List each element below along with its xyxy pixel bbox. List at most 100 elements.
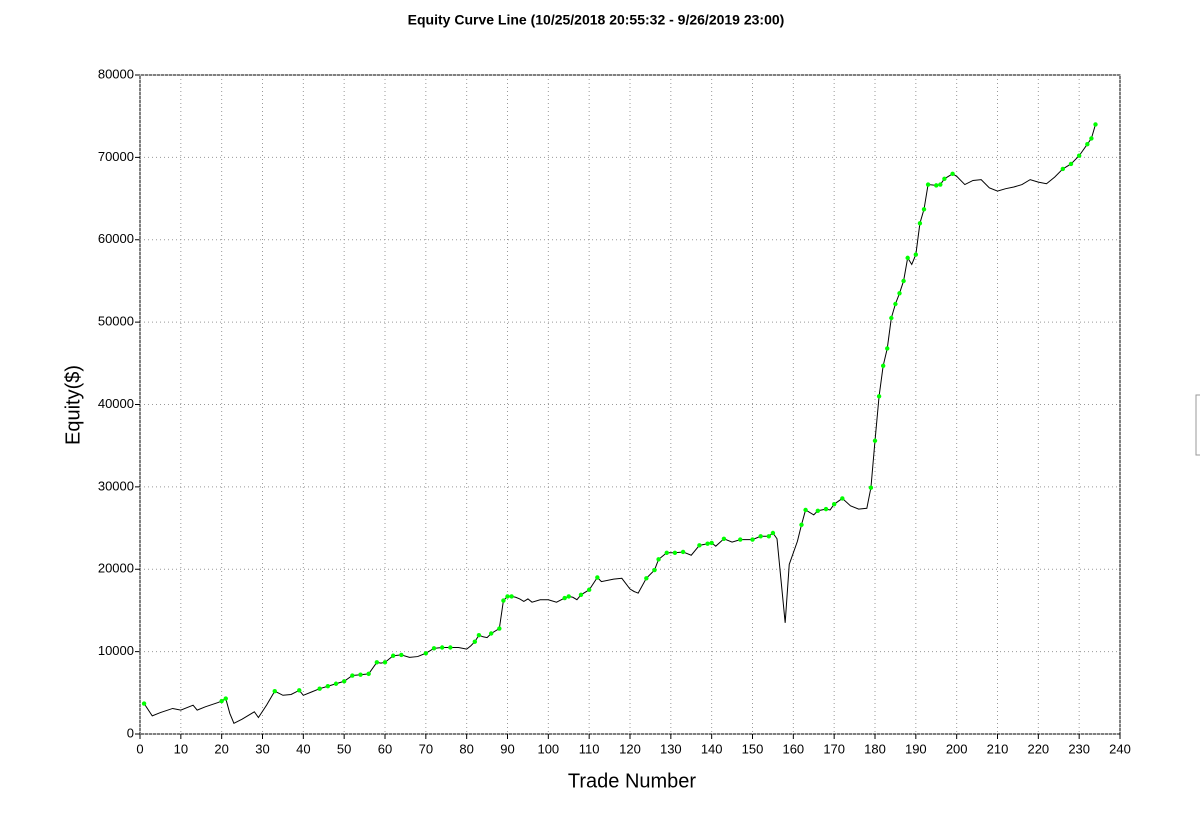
x-tick-label: 150 [742,741,764,756]
high-marker [799,522,804,527]
high-marker [652,567,657,573]
x-tick-label: 130 [660,741,682,756]
high-marker [472,639,478,644]
y-tick-label: 0 [127,725,134,740]
high-marker [223,696,228,701]
high-marker [880,363,886,368]
high-marker [770,530,776,536]
y-axis-label: Equity($) [62,365,84,445]
high-marker [219,698,224,704]
high-marker [341,679,347,684]
chart-title: Equity Curve Line (10/25/2018 20:55:32 -… [408,12,785,28]
high-marker [390,653,396,658]
high-marker [358,672,363,677]
high-marker [382,660,388,665]
y-tick-label: 10000 [98,643,134,658]
high-marker [921,207,927,212]
high-marker [672,550,678,555]
x-tick-label: 70 [419,741,433,756]
high-marker [1076,153,1082,158]
x-tick-label: 200 [946,741,968,756]
x-tick-label: 220 [1027,741,1049,756]
high-marker [905,255,910,261]
high-marker [831,501,837,507]
x-tick-label: 20 [214,741,228,756]
high-marker [913,252,919,257]
high-marker [705,541,710,546]
high-marker [876,394,882,399]
high-marker [317,686,322,691]
y-tick-label: 20000 [98,561,134,576]
y-tick-label: 60000 [98,231,134,246]
x-tick-label: 10 [174,741,188,756]
high-marker [738,537,743,542]
high-marker [889,315,894,321]
high-marker [366,671,371,677]
high-marker [448,645,453,650]
y-tick-label: 40000 [98,396,134,411]
high-marker [901,278,906,284]
high-marker [664,550,669,555]
high-marker [917,221,923,226]
high-marker [423,651,429,656]
high-marker [721,536,727,541]
high-marker [697,543,702,548]
high-marker [566,594,571,599]
y-tick-label: 70000 [98,149,134,164]
x-axis-label: Trade Number [568,770,697,792]
high-marker [934,183,939,188]
y-tick-label: 80000 [98,66,134,81]
high-marker [586,587,592,593]
x-tick-label: 40 [296,741,310,756]
high-marker [656,557,661,562]
high-marker [488,631,494,636]
high-marker [297,688,302,693]
high-marker [893,301,898,307]
high-marker [815,508,821,513]
high-marker [497,626,502,631]
x-tick-label: 140 [701,741,723,756]
high-marker [1085,141,1090,147]
x-tick-label: 50 [337,741,351,756]
high-marker [595,575,600,580]
high-marker [431,646,437,651]
x-tick-label: 210 [987,741,1009,756]
x-tick-label: 30 [255,741,269,756]
high-marker [942,176,947,181]
high-marker [1089,136,1094,141]
high-marker [350,673,355,678]
x-tick-label: 180 [864,741,886,756]
high-marker [950,171,955,177]
edge-handle [1195,394,1200,456]
high-marker [501,598,506,603]
x-tick-label: 60 [378,741,392,756]
high-marker [333,681,339,686]
high-marker [925,182,931,187]
high-marker [578,592,584,597]
high-marker [1093,122,1098,127]
x-tick-label: 100 [537,741,559,756]
high-marker [505,594,510,599]
high-marker [868,485,874,490]
high-marker [439,645,445,650]
high-marker [399,652,404,658]
high-marker [750,537,755,542]
high-marker [1068,161,1074,167]
high-marker [766,534,772,539]
high-marker [374,660,380,665]
high-marker [938,182,943,187]
x-tick-label: 160 [782,741,804,756]
high-marker [562,595,567,601]
y-tick-label: 50000 [98,314,134,329]
x-tick-label: 190 [905,741,927,756]
high-marker [1060,166,1066,172]
high-marker [872,438,878,443]
x-tick-label: 170 [823,741,845,756]
x-tick-label: 230 [1068,741,1090,756]
x-tick-label: 110 [579,741,600,756]
high-marker [644,576,649,581]
x-tick-label: 90 [500,741,514,756]
x-tick-label: 240 [1109,741,1131,756]
high-marker [885,346,890,351]
